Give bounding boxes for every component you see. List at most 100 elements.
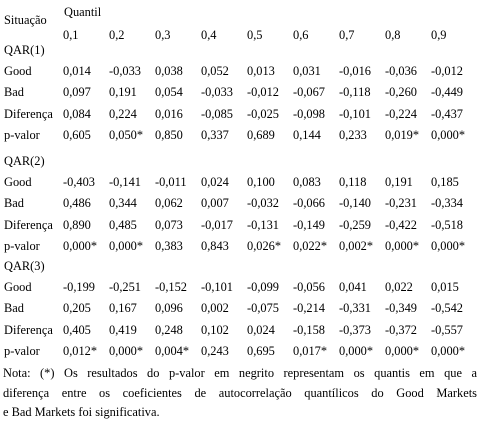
table-cell: 0,017* — [293, 344, 328, 358]
quantile-header: 0,9 — [431, 28, 447, 42]
table-cell: 0,000* — [109, 239, 144, 253]
row-label: p-valor — [4, 128, 40, 142]
table-cell: -0,437 — [431, 107, 464, 121]
table-cell: -0,214 — [293, 301, 326, 315]
table-cell: 0,337 — [201, 128, 229, 142]
quantile-header: 0,3 — [155, 28, 171, 42]
table-cell: 0,191 — [385, 175, 413, 189]
table-cell: 0,102 — [201, 323, 229, 337]
section-title: QAR(3) — [4, 259, 45, 273]
table-cell: 0,000* — [63, 239, 98, 253]
table-cell: -0,025 — [247, 107, 280, 121]
table-cell: 0,850 — [155, 128, 183, 142]
table-cell: -0,066 — [293, 196, 326, 210]
table-cell: 0,052 — [201, 64, 229, 78]
table-cell: -0,373 — [339, 323, 372, 337]
quantile-header: 0,2 — [109, 28, 125, 42]
table-cell: 0,000* — [431, 128, 466, 142]
table-cell: 0,000* — [431, 239, 466, 253]
table-cell: 0,013 — [247, 64, 275, 78]
table-cell: -0,067 — [293, 85, 326, 99]
table-cell: -0,422 — [385, 218, 418, 232]
table-cell: -0,349 — [385, 301, 418, 315]
table-cell: -0,152 — [155, 280, 188, 294]
table-cell: -0,131 — [247, 218, 280, 232]
row-label: Good — [4, 175, 32, 189]
table-cell: -0,017 — [201, 218, 234, 232]
row-label: Bad — [4, 301, 24, 315]
table-cell: -0,099 — [247, 280, 280, 294]
table-cell: 0,054 — [155, 85, 183, 99]
row-header-label: Situação — [4, 13, 47, 27]
row-label: Diferença — [4, 218, 53, 232]
table-cell: 0,012* — [63, 344, 98, 358]
table-cell: 0,118 — [339, 175, 367, 189]
row-label: p-valor — [4, 239, 40, 253]
table-cell: 0,144 — [293, 128, 321, 142]
section-title: QAR(1) — [4, 43, 45, 57]
table-cell: 0,248 — [155, 323, 183, 337]
quantile-header: 0,5 — [247, 28, 263, 42]
table-cell: 0,024 — [247, 323, 275, 337]
table-cell: 0,843 — [201, 239, 229, 253]
table-cell: 0,002* — [339, 239, 374, 253]
table-cell: -0,449 — [431, 85, 464, 99]
table-cell: 0,000* — [385, 344, 420, 358]
table-cell: -0,085 — [201, 107, 234, 121]
table-cell: -0,542 — [431, 301, 464, 315]
table-cell: 0,031 — [293, 64, 321, 78]
table-cell: -0,518 — [431, 218, 464, 232]
table-cell: -0,334 — [431, 196, 464, 210]
table-cell: 0,344 — [109, 196, 137, 210]
table-cell: 0,167 — [109, 301, 137, 315]
row-label: Bad — [4, 85, 24, 99]
table-cell: 0,605 — [63, 128, 91, 142]
quantile-header: 0,1 — [63, 28, 79, 42]
table-cell: 0,185 — [431, 175, 459, 189]
table-cell: 0,041 — [339, 280, 367, 294]
table-cell: -0,140 — [339, 196, 372, 210]
table-cell: -0,260 — [385, 85, 418, 99]
table-cell: 0,019* — [385, 128, 420, 142]
row-label: Good — [4, 280, 32, 294]
quantile-header: 0,8 — [385, 28, 401, 42]
table-cell: -0,101 — [201, 280, 234, 294]
table-cell: 0,191 — [109, 85, 137, 99]
table-cell: 0,083 — [293, 175, 321, 189]
table-cell: 0,026* — [247, 239, 282, 253]
table-cell: 0,022 — [385, 280, 413, 294]
quantile-header: 0,6 — [293, 28, 309, 42]
table-cell: -0,149 — [293, 218, 326, 232]
table-cell: 0,022* — [293, 239, 328, 253]
table-cell: -0,251 — [109, 280, 142, 294]
table-cell: 0,100 — [247, 175, 275, 189]
table-cell: 0,014 — [63, 64, 91, 78]
table-cell: -0,056 — [293, 280, 326, 294]
table-cell: -0,036 — [385, 64, 418, 78]
table-cell: 0,890 — [63, 218, 91, 232]
quantil-header-label: Quantil — [64, 5, 102, 19]
section-title: QAR(2) — [4, 154, 45, 168]
table-cell: 0,689 — [247, 128, 275, 142]
table-cell: -0,033 — [109, 64, 142, 78]
table-cell: 0,084 — [63, 107, 91, 121]
table-cell: 0,024 — [201, 175, 229, 189]
table-cell: -0,032 — [247, 196, 280, 210]
table-cell: -0,016 — [339, 64, 372, 78]
table-cell: -0,075 — [247, 301, 280, 315]
table-cell: 0,002 — [201, 301, 229, 315]
table-cell: 0,050* — [109, 128, 144, 142]
table-cell: 0,383 — [155, 239, 183, 253]
table-cell: 0,073 — [155, 218, 183, 232]
table-cell: -0,331 — [339, 301, 372, 315]
table-cell: 0,015 — [431, 280, 459, 294]
table-cell: 0,000* — [431, 344, 466, 358]
table-cell: 0,097 — [63, 85, 91, 99]
table-note: Nota: (*) Os resultados do p-valor em ne… — [3, 364, 477, 423]
table-cell: 0,016 — [155, 107, 183, 121]
table-cell: 0,485 — [109, 218, 137, 232]
table-cell: -0,158 — [293, 323, 326, 337]
table-cell: -0,372 — [385, 323, 418, 337]
table-cell: -0,231 — [385, 196, 418, 210]
table-cell: 0,000* — [109, 344, 144, 358]
